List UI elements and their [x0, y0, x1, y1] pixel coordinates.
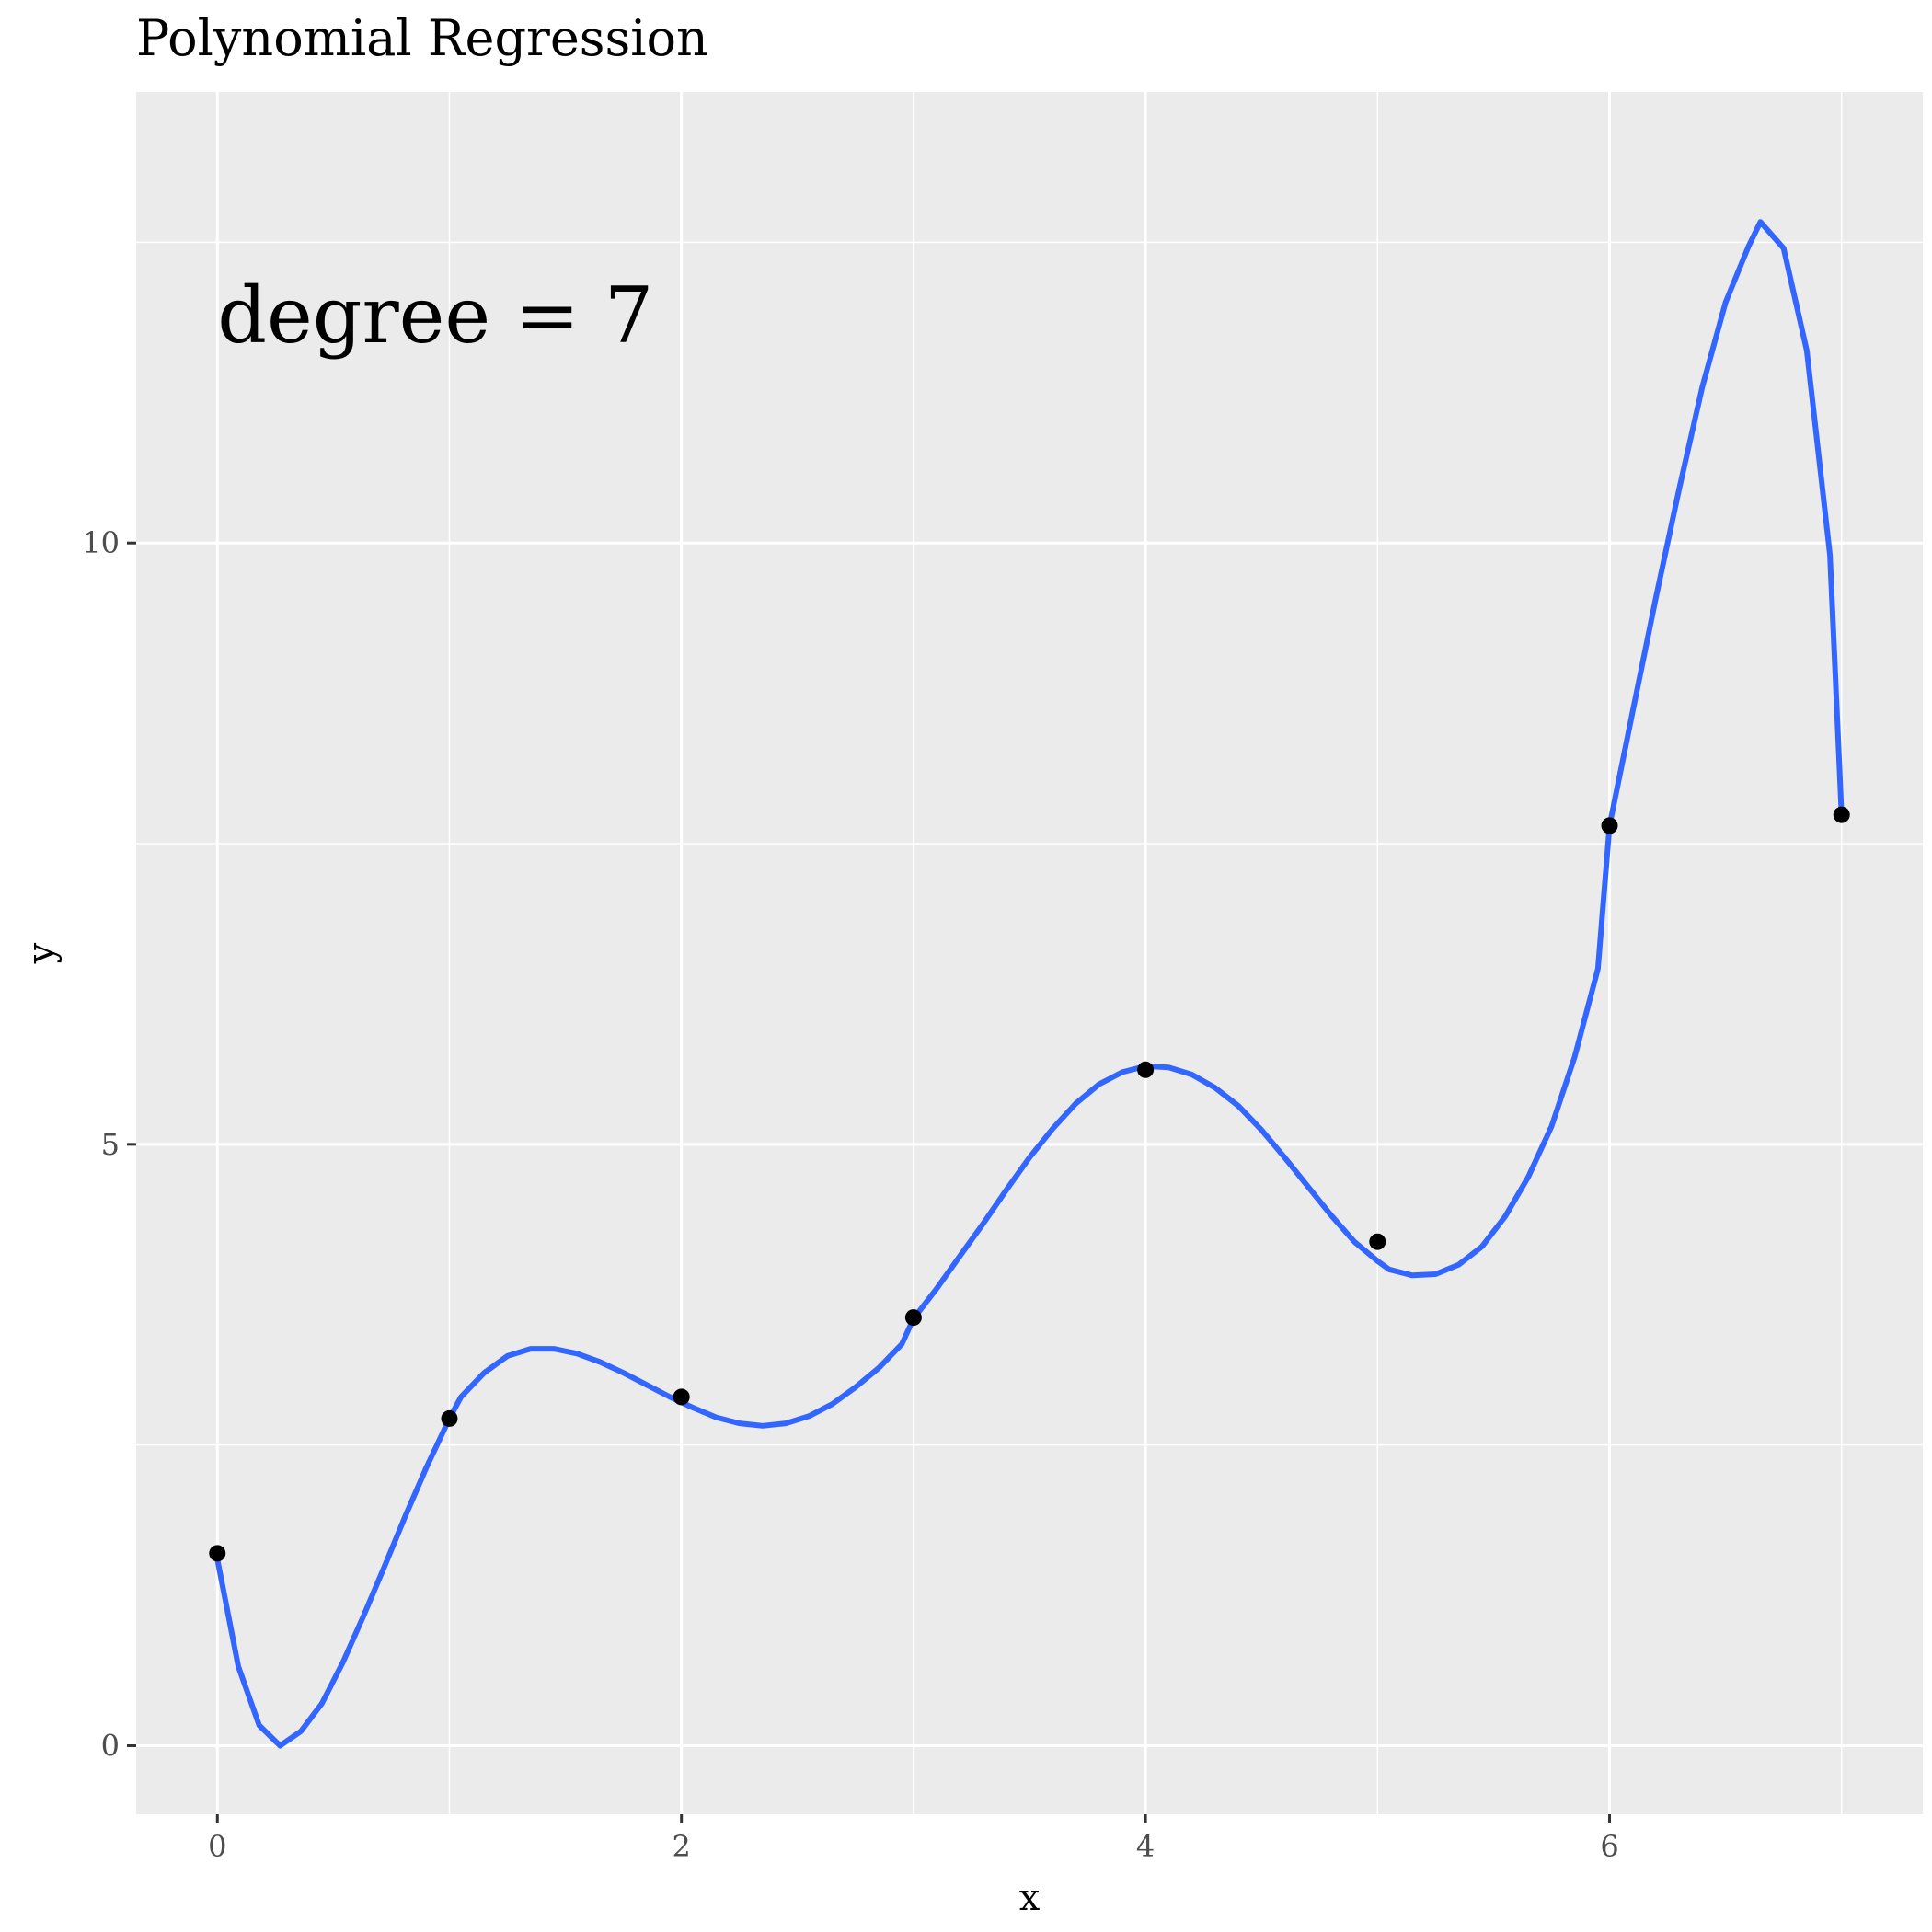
degree-annotation: degree = 7 [217, 270, 653, 361]
data-point [904, 1309, 922, 1327]
x-tick-label: 0 [208, 1829, 226, 1864]
x-axis-title: x [1019, 1877, 1041, 1919]
data-point [673, 1388, 690, 1406]
y-tick-label: 10 [82, 525, 120, 560]
y-axis: 0 5 10 [82, 525, 136, 1763]
fit-line [214, 219, 1845, 1749]
plot-panel [136, 92, 1923, 1814]
x-tick-label: 2 [673, 1829, 691, 1864]
minor-grid [136, 92, 1923, 1814]
y-tick-label: 0 [101, 1728, 120, 1763]
x-axis: 0 2 4 6 [208, 1814, 1619, 1864]
data-point [1369, 1233, 1386, 1250]
data-point [441, 1409, 458, 1427]
data-point [1137, 1061, 1155, 1078]
x-tick-label: 6 [1600, 1829, 1618, 1864]
data-point [1833, 806, 1850, 823]
chart-title: Polynomial Regression [136, 9, 708, 67]
data-point [209, 1545, 226, 1562]
x-tick-label: 4 [1136, 1829, 1155, 1864]
y-axis-title: y [20, 942, 63, 964]
major-grid [136, 92, 1923, 1814]
data-points [209, 806, 1850, 1562]
data-point [1601, 817, 1618, 834]
y-tick-label: 5 [101, 1127, 120, 1162]
